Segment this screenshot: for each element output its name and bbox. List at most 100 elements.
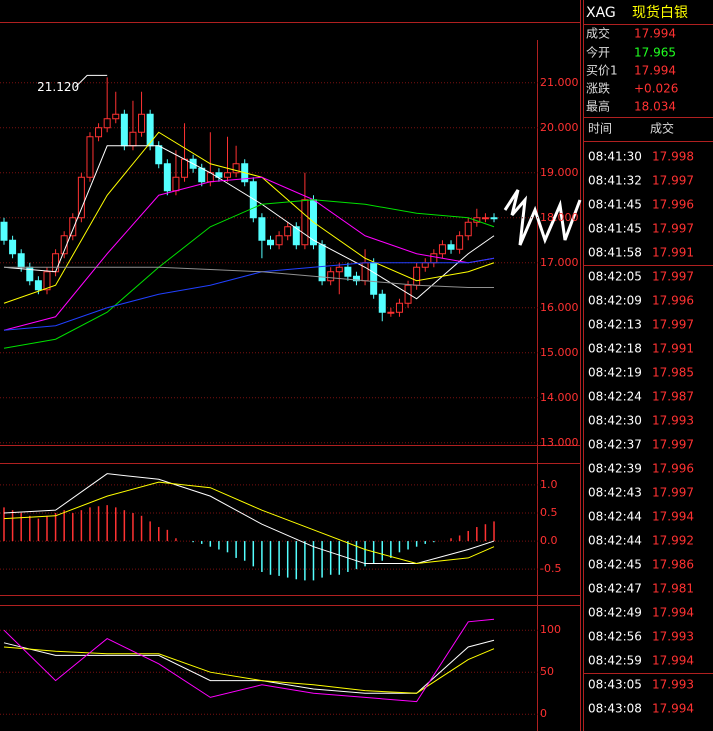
- trade-time: 08:41:32: [588, 174, 642, 188]
- trade-time: 08:42:19: [588, 366, 642, 380]
- trade-time: 08:42:09: [588, 294, 642, 308]
- trade-time: 08:41:58: [588, 246, 642, 260]
- candle-body: [464, 221, 472, 237]
- quote-value: 17.994: [634, 64, 676, 78]
- trade-price: 17.987: [652, 390, 694, 404]
- candle-body: [172, 176, 180, 192]
- trade-price: 17.993: [652, 630, 694, 644]
- candle-body: [232, 163, 240, 174]
- candle-body: [43, 271, 51, 291]
- candle-body: [413, 266, 421, 286]
- candle-body: [17, 253, 25, 268]
- trade-time: 08:42:39: [588, 462, 642, 476]
- candle-body: [438, 244, 446, 255]
- candle-body: [301, 199, 309, 246]
- trade-price: 17.991: [652, 246, 694, 260]
- candle-body: [267, 239, 274, 246]
- candle-body: [60, 235, 68, 255]
- candle-body: [318, 244, 326, 282]
- candle-body: [77, 176, 85, 219]
- candle-body: [421, 262, 429, 268]
- y-tick-label: 0.0: [540, 534, 558, 547]
- trade-price: 17.994: [652, 606, 694, 620]
- trade-time: 08:42:45: [588, 558, 642, 572]
- y-tick-label: 0.5: [540, 506, 558, 519]
- candle-body: [404, 284, 412, 304]
- trade-price: 17.992: [652, 534, 694, 548]
- trade-price: 17.996: [652, 294, 694, 308]
- trade-time: 08:42:18: [588, 342, 642, 356]
- quote-label: 涨跌: [586, 81, 610, 96]
- trade-time: 08:41:30: [588, 150, 642, 164]
- indicator-line: [3, 473, 495, 565]
- trade-time: 08:42:30: [588, 414, 642, 428]
- y-tick-label: 16.000: [540, 301, 579, 314]
- y-tick-label: 20.000: [540, 121, 579, 134]
- candle-body: [181, 158, 189, 178]
- candle-body: [215, 172, 223, 178]
- instrument-name: 现货白银: [632, 4, 688, 21]
- indicator-line: [3, 176, 495, 331]
- trade-price: 17.997: [652, 318, 694, 332]
- symbol: XAG: [586, 5, 616, 21]
- trade-price: 17.997: [652, 174, 694, 188]
- trade-price: 17.997: [652, 270, 694, 284]
- column-header: 成交: [650, 121, 674, 136]
- candle-body: [456, 235, 464, 250]
- trade-price: 17.997: [652, 222, 694, 236]
- y-tick-label: 0: [540, 707, 547, 720]
- quote-label: 成交: [586, 26, 610, 41]
- trade-price: 17.993: [652, 414, 694, 428]
- candle-body: [34, 280, 42, 291]
- trade-price: 17.997: [652, 438, 694, 452]
- candle-body: [284, 226, 292, 237]
- y-tick-label: 19.000: [540, 166, 579, 179]
- candle-body: [370, 262, 378, 295]
- candle-body: [103, 118, 111, 129]
- trade-time: 08:42:05: [588, 270, 642, 284]
- candle-body: [198, 167, 206, 183]
- indicator-line: [4, 266, 495, 288]
- y-tick-label: 14.000: [540, 391, 579, 404]
- y-tick-label: 100: [540, 623, 561, 636]
- trade-price: 17.985: [652, 366, 694, 380]
- candle-body: [327, 271, 335, 282]
- trade-time: 08:42:44: [588, 534, 642, 548]
- candle-body: [86, 136, 94, 178]
- candle-body: [395, 302, 403, 313]
- candle-body: [9, 239, 17, 255]
- candle-body: [387, 311, 395, 314]
- trade-time: 08:41:45: [588, 222, 642, 236]
- trade-price: 17.991: [652, 342, 694, 356]
- trade-price: 17.986: [652, 558, 694, 572]
- trade-time: 08:42:43: [588, 486, 642, 500]
- trade-time: 08:42:24: [588, 390, 642, 404]
- trade-time: 08:42:56: [588, 630, 642, 644]
- candle-body: [95, 127, 103, 138]
- trade-price: 17.994: [652, 510, 694, 524]
- y-tick-label: 18.000: [540, 211, 579, 224]
- trade-time: 08:42:49: [588, 606, 642, 620]
- trade-price: 17.981: [652, 582, 694, 596]
- trade-price: 17.998: [652, 150, 694, 164]
- candle-body: [447, 244, 455, 250]
- trade-time: 08:42:47: [588, 582, 642, 596]
- candle-body: [155, 145, 163, 165]
- candle-body: [481, 217, 489, 220]
- trade-time: 08:41:45: [588, 198, 642, 212]
- candle-body: [352, 275, 360, 282]
- indicator-line: [3, 481, 495, 565]
- quote-label: 今开: [586, 45, 610, 60]
- trade-price: 17.993: [652, 678, 694, 692]
- candle-body: [129, 131, 137, 147]
- column-header: 时间: [588, 122, 612, 136]
- trade-price: 17.994: [652, 702, 694, 716]
- trade-time: 08:43:05: [588, 678, 642, 692]
- trade-time: 08:42:13: [588, 318, 642, 332]
- quote-value: 17.994: [634, 27, 676, 41]
- quote-label: 最高: [586, 99, 610, 114]
- y-tick-label: 21.000: [540, 76, 579, 89]
